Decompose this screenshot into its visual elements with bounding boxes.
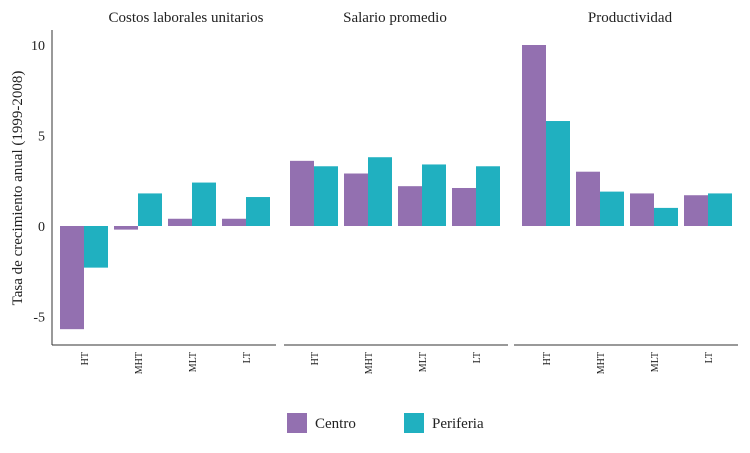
y-tick-label: 10 — [31, 39, 45, 54]
x-tick-label: MLT — [418, 352, 429, 372]
x-tick-label: HT — [80, 352, 91, 365]
bar-centro-ht — [290, 160, 314, 226]
panel-title: Salario promedio — [343, 10, 447, 26]
y-axis-label: Tasa de crecimiento anual (1999-2008) — [10, 71, 26, 306]
bar-periferia-mlt — [422, 164, 446, 226]
y-tick-label: -5 — [33, 311, 45, 326]
bar-periferia-mlt — [654, 207, 678, 226]
x-tick-label: LT — [242, 352, 253, 363]
bar-centro-mlt — [398, 186, 422, 226]
x-tick-label: MLT — [188, 352, 199, 372]
x-tick-label: MHT — [134, 352, 145, 374]
panel-title: Productividad — [588, 10, 673, 26]
bar-periferia-lt — [708, 193, 732, 226]
bar-periferia-ht — [314, 166, 338, 226]
bar-centro-mht — [344, 173, 368, 226]
bar-centro-mlt — [168, 218, 192, 226]
bar-periferia-mlt — [192, 182, 216, 226]
bar-periferia-mht — [138, 193, 162, 226]
bar-centro-lt — [452, 187, 476, 226]
legend-swatch-periferia — [404, 413, 424, 433]
x-tick-label: MHT — [364, 352, 375, 374]
legend-label-periferia: Periferia — [432, 416, 484, 432]
bar-centro-mht — [114, 226, 138, 230]
x-tick-label: HT — [542, 352, 553, 365]
bar-centro-lt — [684, 195, 708, 226]
bar-centro-mlt — [630, 193, 654, 226]
x-tick-label: LT — [472, 352, 483, 363]
x-tick-label: HT — [310, 352, 321, 365]
bar-periferia-lt — [246, 197, 270, 226]
bar-periferia-mht — [368, 157, 392, 226]
x-tick-label: MHT — [596, 352, 607, 374]
bar-centro-lt — [222, 218, 246, 226]
bar-periferia-lt — [476, 166, 500, 226]
bar-periferia-ht — [546, 121, 570, 226]
x-tick-label: LT — [704, 352, 715, 363]
y-tick-label: 0 — [38, 220, 45, 235]
bar-centro-mht — [576, 171, 600, 226]
panel-title: Costos laborales unitarios — [109, 10, 264, 26]
y-tick-label: 5 — [38, 130, 45, 145]
legend-swatch-centro — [287, 413, 307, 433]
x-tick-label: MLT — [650, 352, 661, 372]
bar-centro-ht — [522, 45, 546, 226]
bar-centro-ht — [60, 226, 84, 330]
bar-periferia-mht — [600, 191, 624, 226]
legend-label-centro: Centro — [315, 416, 356, 432]
bar-periferia-ht — [84, 226, 108, 268]
